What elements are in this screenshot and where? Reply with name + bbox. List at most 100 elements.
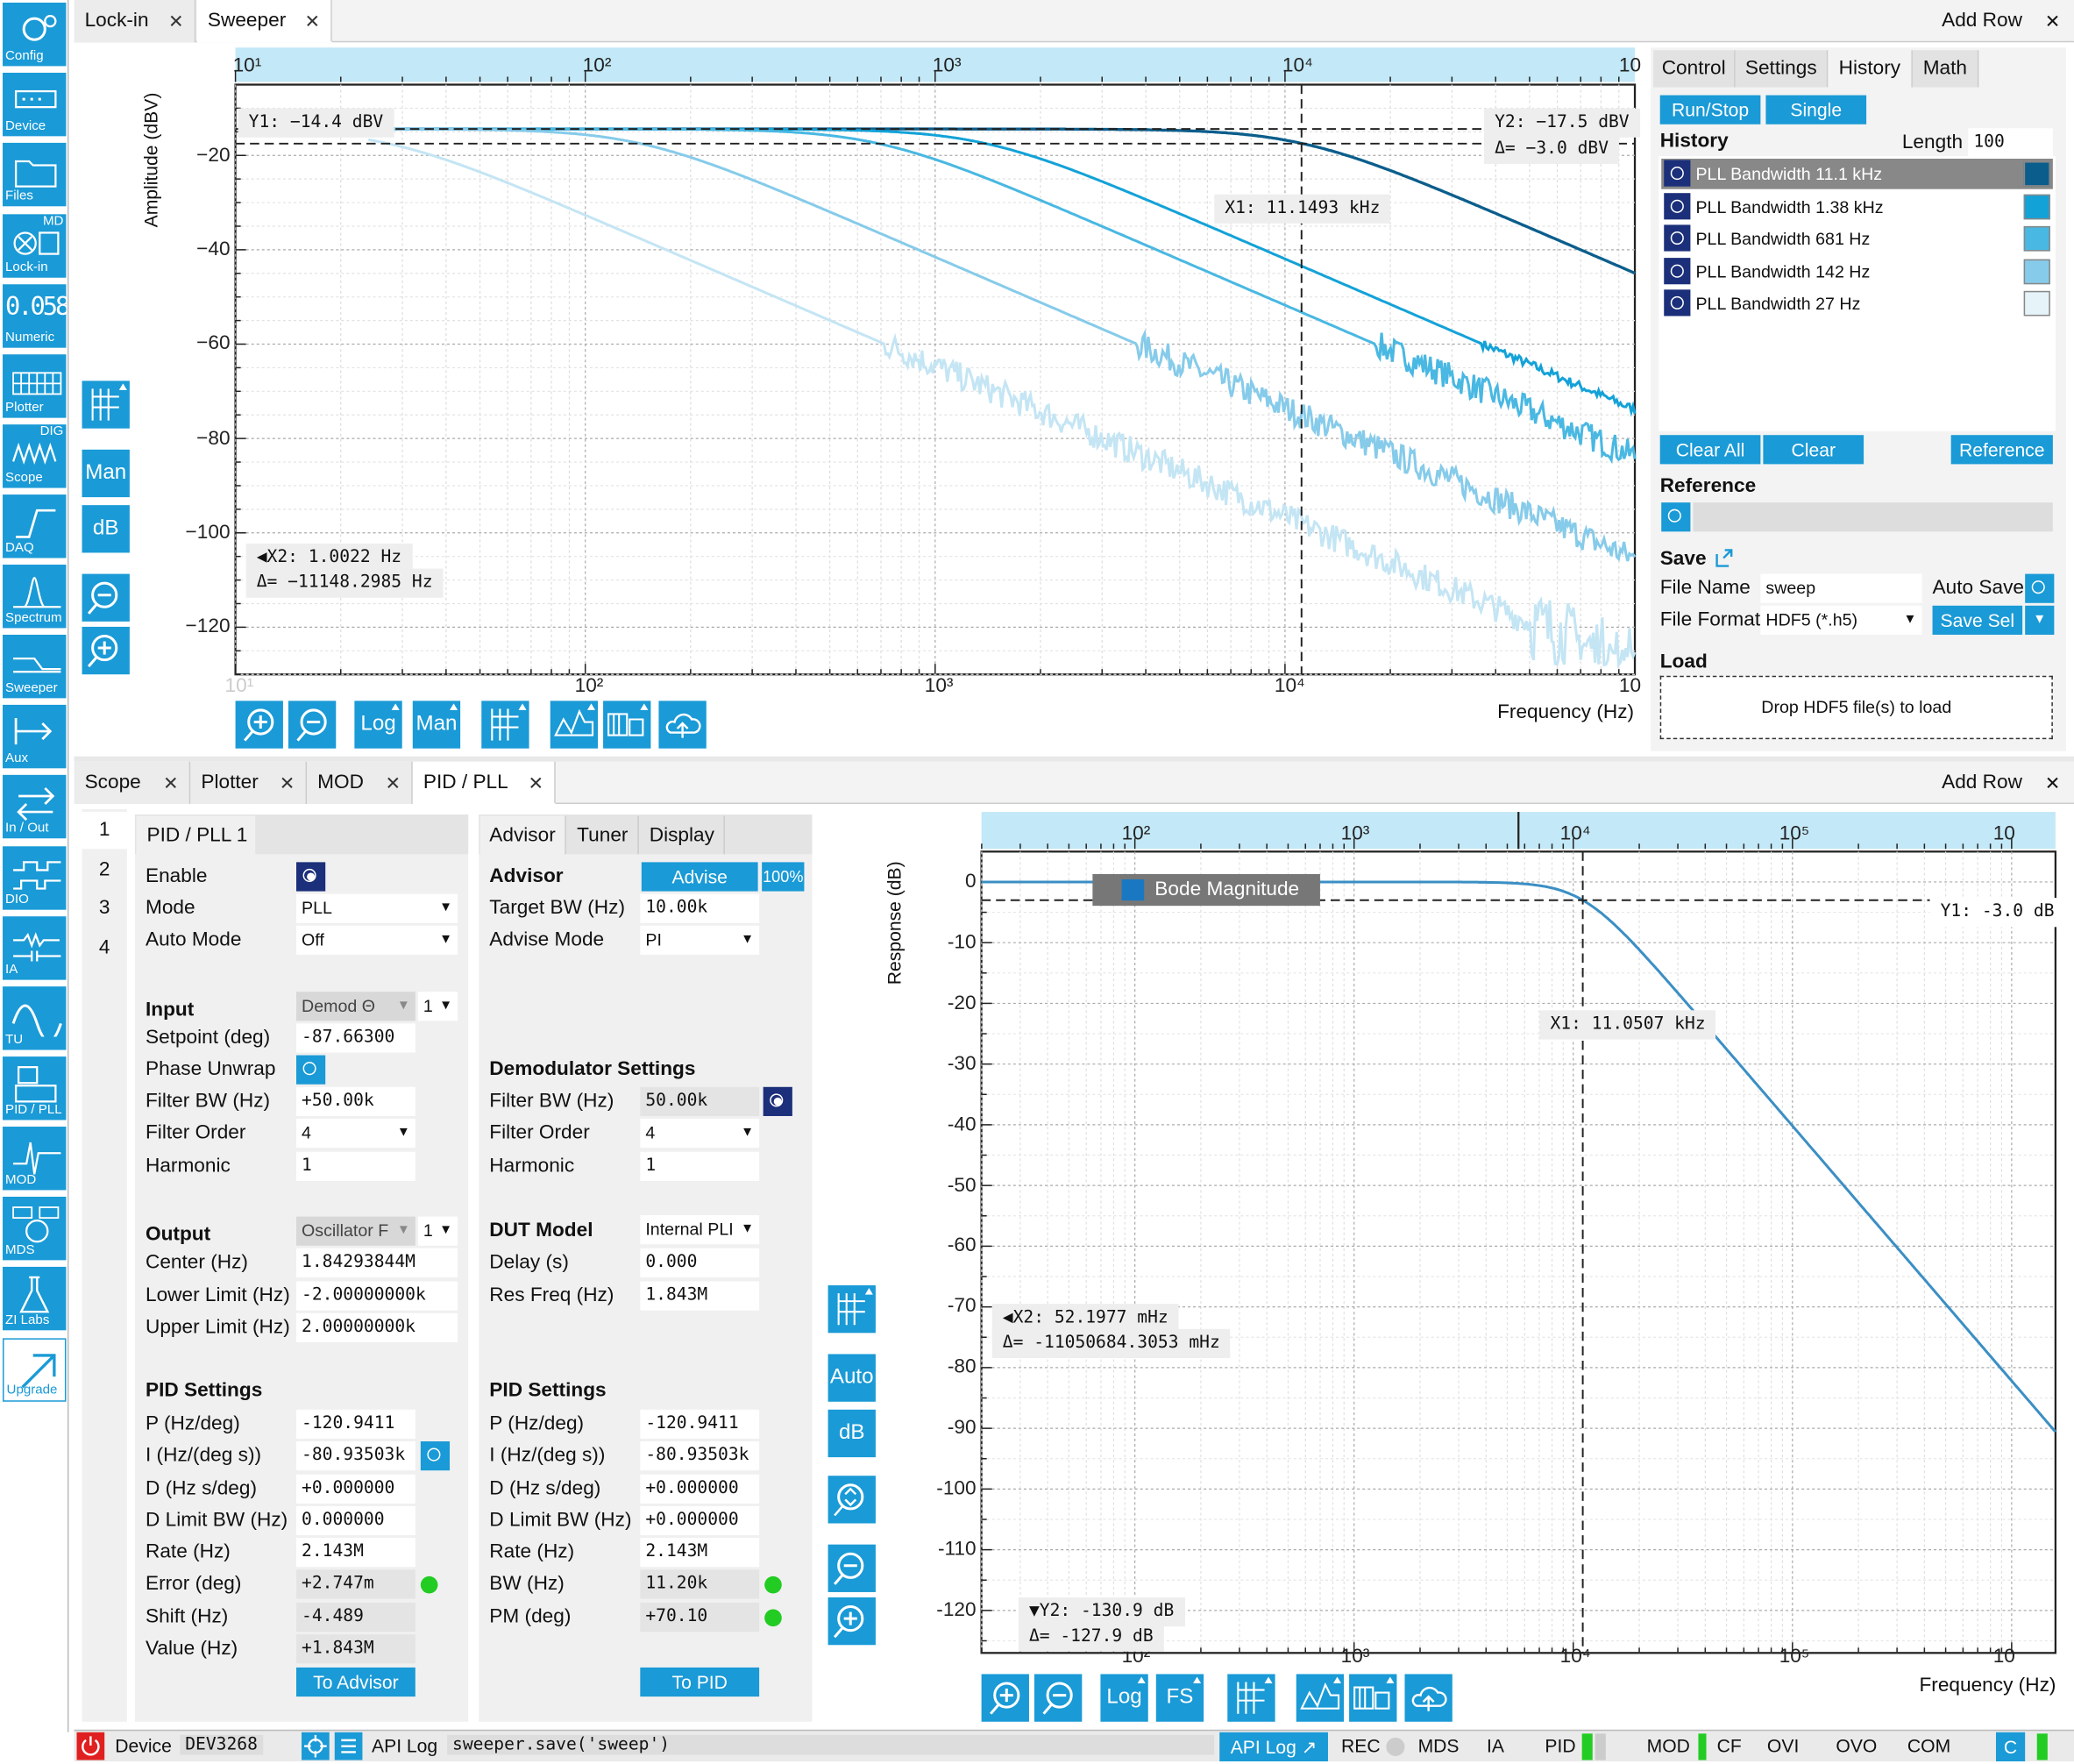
bode-legend[interactable]: Bode Magnitude — [1092, 873, 1320, 907]
history-tab-history[interactable]: History — [1828, 50, 1913, 88]
history-row[interactable]: PLL Bandwidth 1.38 kHz — [1661, 191, 2053, 222]
sidebar-item-spectrum[interactable]: Spectrum — [3, 565, 67, 629]
tab-pid-pll[interactable]: PID / PLL ✕ — [412, 761, 556, 805]
pid-index-1[interactable]: 1 — [82, 812, 127, 850]
bode-log-button[interactable]: Log — [1100, 1674, 1148, 1722]
table-button[interactable] — [603, 701, 651, 749]
zoom-in-x-button[interactable] — [235, 701, 283, 749]
zoom-out-x-button[interactable] — [288, 701, 337, 749]
adv-p-gain-input[interactable]: -120.9411 — [640, 1409, 760, 1439]
history-row-color[interactable] — [2023, 290, 2050, 317]
delay-input[interactable]: 0.000 — [640, 1248, 760, 1277]
external-link-icon[interactable] — [1713, 547, 1734, 568]
pid-index-2[interactable]: 2 — [98, 857, 110, 880]
sidebar-item-upgrade[interactable]: Upgrade — [3, 1338, 67, 1402]
math-button[interactable] — [550, 701, 599, 749]
add-row-button[interactable]: Add Row — [1942, 771, 2022, 793]
sidebar-item-pid-pll[interactable]: PID / PLL — [3, 1056, 67, 1120]
history-tab-control[interactable]: Control — [1653, 50, 1736, 88]
adv-filter-bw-toggle[interactable] — [763, 1086, 792, 1116]
file-format-select[interactable]: HDF5 (*.h5) ▼ — [1760, 605, 1922, 635]
output-index-select[interactable]: 1 ▼ — [417, 1216, 458, 1246]
bode-zoom-out-x-button[interactable] — [1033, 1674, 1083, 1722]
reference-radio[interactable] — [1661, 502, 1691, 532]
db-scale-button[interactable]: dB — [82, 505, 130, 553]
history-row[interactable]: PLL Bandwidth 142 Hz — [1661, 256, 2053, 287]
sidebar-item-scope[interactable]: Scope DIG — [3, 424, 67, 488]
power-button[interactable] — [76, 1732, 105, 1760]
to-advisor-button[interactable]: To Advisor — [296, 1667, 416, 1697]
sidebar-item-mod[interactable]: MOD — [3, 1127, 67, 1191]
device-value[interactable]: DEV3268 — [180, 1734, 263, 1755]
history-row-color[interactable] — [2023, 193, 2050, 219]
sidebar-item-mds[interactable]: MDS — [3, 1196, 67, 1261]
upper-limit-input[interactable]: 2.00000000k — [296, 1312, 458, 1342]
i-gain-input[interactable]: -80.93503k — [296, 1441, 416, 1471]
pid-index-4[interactable]: 4 — [98, 935, 110, 958]
i-gain-toggle[interactable] — [420, 1441, 451, 1471]
length-input[interactable]: 100 — [1968, 128, 2053, 158]
bode-cloud-button[interactable] — [1404, 1674, 1453, 1722]
sidebar-item-config[interactable]: Config — [3, 3, 67, 67]
close-icon[interactable]: ✕ — [304, 11, 321, 32]
tab-lockin[interactable]: Lock-in ✕ — [74, 0, 196, 43]
cursor-mode-button[interactable] — [82, 381, 130, 429]
adv-d-gain-input[interactable]: +0.000000 — [640, 1474, 760, 1504]
close-icon[interactable]: ✕ — [162, 772, 179, 793]
bode-cursor-x-button[interactable] — [1227, 1674, 1275, 1722]
tab-sweeper[interactable]: Sweeper ✕ — [196, 0, 332, 43]
single-button[interactable]: Single — [1765, 95, 1867, 124]
save-options-button[interactable]: ▼ — [2025, 605, 2055, 635]
d-limit-bw-input[interactable]: 0.000000 — [296, 1505, 416, 1536]
api-log-button[interactable]: API Log ↗ — [1219, 1732, 1328, 1762]
close-icon[interactable]: ✕ — [168, 11, 184, 32]
dut-model-select[interactable]: Internal PLI ▼ — [640, 1215, 760, 1245]
history-row-color[interactable] — [2023, 225, 2050, 252]
cloud-button[interactable] — [658, 701, 707, 749]
c-button[interactable]: C — [1995, 1732, 2026, 1762]
bode-db-button[interactable]: dB — [827, 1409, 876, 1458]
harmonic-input[interactable]: 1 — [296, 1151, 416, 1181]
to-pid-button[interactable]: To PID — [640, 1667, 760, 1697]
sidebar-item-dio[interactable]: DIO — [3, 846, 67, 910]
input-source-input[interactable]: Demod Θ ▼ — [296, 992, 416, 1021]
adv-d-limit-bw-input[interactable]: +0.000000 — [640, 1505, 760, 1536]
history-row[interactable]: PLL Bandwidth 681 Hz — [1661, 224, 2053, 254]
p-gain-input[interactable]: -120.9411 — [296, 1409, 416, 1439]
log-scale-button[interactable]: Log — [354, 701, 402, 749]
target-bw-input[interactable]: 10.00k — [640, 893, 760, 923]
bode-math-button[interactable] — [1296, 1674, 1345, 1722]
history-row-color[interactable] — [2023, 258, 2050, 284]
adv-harmonic-input[interactable]: 1 — [640, 1151, 760, 1181]
pid-subtab[interactable]: PID / PLL 1 — [136, 815, 256, 855]
history-row[interactable]: PLL Bandwidth 27 Hz — [1661, 288, 2053, 319]
locate-button[interactable] — [302, 1732, 330, 1760]
bode-zoom-out-y-button[interactable] — [827, 1544, 876, 1592]
tab-scope[interactable]: Scope ✕ — [74, 761, 191, 805]
d-gain-input[interactable]: +0.000000 — [296, 1474, 416, 1504]
sidebar-item-lock-in[interactable]: Lock-in MD — [3, 214, 67, 278]
sidebar-item-device[interactable]: Device — [3, 72, 67, 137]
reference-button[interactable]: Reference — [1950, 435, 2053, 465]
adv-rate-input[interactable]: 2.143M — [640, 1538, 760, 1568]
auto-scale-button[interactable]: Auto — [827, 1354, 876, 1402]
clear-button[interactable]: Clear — [1763, 435, 1864, 465]
advisor-tab-advisor[interactable]: Advisor — [479, 815, 566, 855]
history-tab-math[interactable]: Math — [1912, 50, 1979, 88]
row-splitter[interactable] — [74, 756, 2074, 762]
res-freq-input[interactable]: 1.843M — [640, 1281, 760, 1311]
sidebar-item-zi-labs[interactable]: ZI Labs — [3, 1266, 67, 1331]
sidebar-item-daq[interactable]: DAQ — [3, 494, 67, 558]
auto-save-radio[interactable] — [2025, 573, 2055, 603]
phase-unwrap-toggle[interactable] — [296, 1055, 326, 1085]
bode-fs-button[interactable]: FS — [1155, 1674, 1204, 1722]
lower-limit-input[interactable]: -2.00000000k — [296, 1281, 458, 1311]
sidebar-item-aux[interactable]: Aux — [3, 704, 67, 769]
zoom-in-y-button[interactable] — [82, 626, 130, 675]
history-row[interactable]: PLL Bandwidth 11.1 kHz — [1661, 158, 2053, 189]
file-name-input[interactable]: sweep — [1760, 573, 1922, 603]
history-tab-settings[interactable]: Settings — [1735, 50, 1829, 88]
man-scale-button[interactable]: Man — [82, 449, 130, 498]
close-icon[interactable]: ✕ — [385, 772, 401, 793]
sidebar-item-files[interactable]: Files — [3, 142, 67, 207]
